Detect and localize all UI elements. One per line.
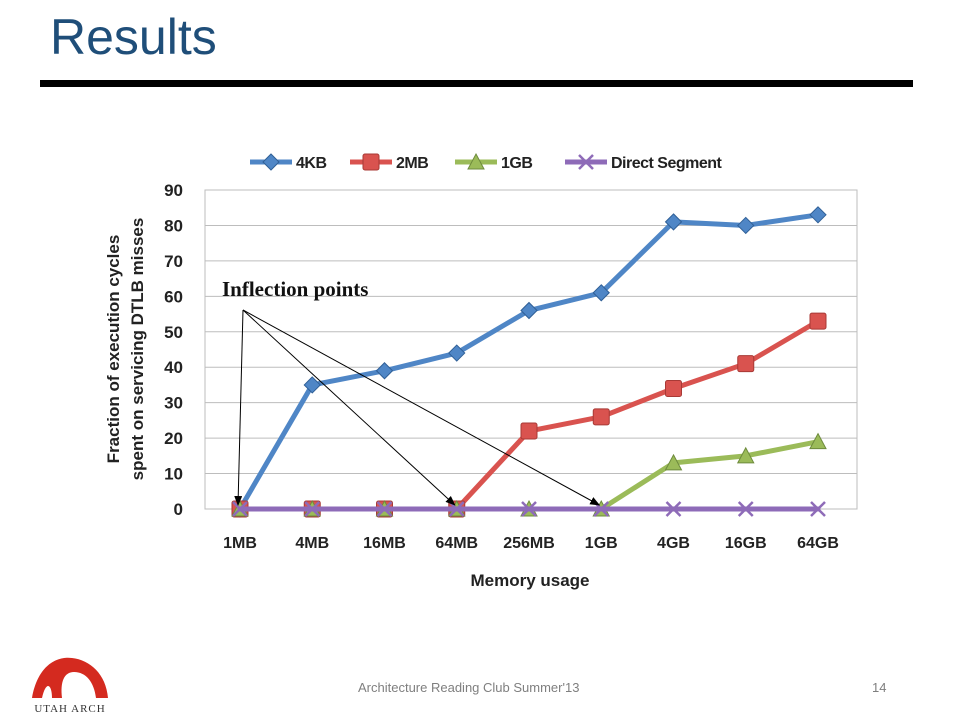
x-tick-label-16mb: 16MB xyxy=(363,535,406,552)
annotation-label: Inflection points xyxy=(222,277,368,301)
point-2mb-16gb xyxy=(737,355,755,373)
y-tick-label-80: 80 xyxy=(164,216,183,235)
footer-text: Architecture Reading Club Summer'13 xyxy=(358,680,580,695)
legend-item-direct-segment: Direct Segment xyxy=(565,154,723,172)
point-direct-segment-16gb xyxy=(737,501,754,517)
legend-item-1gb: 1GB xyxy=(455,152,533,172)
dtlb-miss-chart: 4KB 2MB 1GB Direct Segment 0 10 20 30 40 50 60 70 8… xyxy=(104,152,858,590)
x-tick-label-1gb: 1GB xyxy=(585,535,618,552)
x-tick-label-256mb: 256MB xyxy=(503,535,555,552)
logo-text: UTAH ARCH xyxy=(34,703,105,714)
point-2mb-256mb xyxy=(520,422,538,440)
point-4kb-64gb xyxy=(809,206,827,224)
point-2mb-4gb xyxy=(665,379,682,397)
y-tick-label-70: 70 xyxy=(164,252,183,271)
legend-label-4kb: 4KB xyxy=(296,155,327,172)
legend-label-direct-segment: Direct Segment xyxy=(611,155,723,172)
point-direct-segment-16mb xyxy=(376,501,393,517)
x-tick-label-1mb: 1MB xyxy=(223,535,257,552)
x-tick-label-4mb: 4MB xyxy=(295,535,329,552)
legend-label-1gb: 1GB xyxy=(501,155,532,172)
series-line-2mb xyxy=(237,318,821,512)
arch-icon xyxy=(32,657,108,698)
series-line-1gb xyxy=(237,439,821,512)
chart-series xyxy=(231,206,827,518)
legend-item-4kb: 4KB xyxy=(250,153,327,172)
point-1gb-16gb xyxy=(736,446,755,464)
x-tick-label-4gb: 4GB xyxy=(657,535,690,552)
annotation-arrow-64mb xyxy=(242,309,456,506)
point-2mb-1gb xyxy=(592,408,610,426)
utah-arch-logo: UTAH ARCH xyxy=(32,657,108,714)
series-4kb xyxy=(231,206,827,518)
annotation-arrow-1mb xyxy=(234,309,244,506)
legend-marker-2mb xyxy=(362,153,380,171)
point-4kb-16mb xyxy=(375,362,394,380)
inflection-annotation: Inflection points xyxy=(222,277,601,506)
series-1gb xyxy=(231,432,827,517)
series-line-4kb xyxy=(237,212,821,512)
annotation-arrow-1gb xyxy=(242,309,601,506)
point-direct-segment-4gb xyxy=(665,501,682,517)
y-tick-label-30: 30 xyxy=(164,394,183,413)
point-4kb-1gb xyxy=(592,284,610,302)
y-axis-label-line-2: spent on servicing DTLB misses xyxy=(128,218,147,481)
slide-title: Results xyxy=(50,9,217,65)
chart-legend: 4KB 2MB 1GB Direct Segment xyxy=(250,152,723,172)
point-direct-segment-256mb xyxy=(521,501,537,517)
y-tick-label-40: 40 xyxy=(164,358,183,377)
x-tick-label-16gb: 16GB xyxy=(725,535,767,552)
legend-label-2mb: 2MB xyxy=(396,155,428,172)
point-4kb-4gb xyxy=(664,213,683,231)
y-tick-label-20: 20 xyxy=(164,429,183,448)
series-2mb xyxy=(231,312,827,518)
y-axis-label-line-1: Fraction of execution cycles xyxy=(104,235,123,464)
x-axis-label: Memory usage xyxy=(470,571,589,590)
x-tick-label-64mb: 64MB xyxy=(435,535,478,552)
y-tick-label-60: 60 xyxy=(164,287,183,306)
x-axis-ticks: 1MB 4MB 16MB 64MB 256MB 1GB 4GB 16GB 64GB xyxy=(223,535,839,552)
title-divider xyxy=(40,80,913,87)
legend-item-2mb: 2MB xyxy=(350,153,429,172)
legend-marker-4kb xyxy=(262,153,280,171)
y-axis-ticks: 0 10 20 30 40 50 60 70 80 90 xyxy=(164,181,183,519)
point-4kb-256mb xyxy=(520,301,538,320)
point-4kb-4mb xyxy=(303,376,321,394)
point-4kb-64mb xyxy=(448,344,466,362)
point-4kb-16gb xyxy=(737,216,755,235)
point-2mb-64gb xyxy=(809,312,827,330)
chart-grid xyxy=(204,189,858,510)
legend-marker-direct-segment xyxy=(578,154,594,170)
y-tick-label-0: 0 xyxy=(174,500,183,519)
y-tick-label-90: 90 xyxy=(164,181,183,200)
point-1gb-4gb xyxy=(664,453,683,471)
legend-marker-1gb xyxy=(467,152,485,170)
point-direct-segment-4mb xyxy=(304,501,321,517)
point-1gb-64gb xyxy=(809,432,827,450)
point-direct-segment-64gb xyxy=(810,501,826,517)
y-tick-label-10: 10 xyxy=(164,465,183,484)
x-tick-label-64gb: 64GB xyxy=(797,535,839,552)
y-tick-label-50: 50 xyxy=(164,323,183,342)
page-number: 14 xyxy=(872,680,887,695)
plot-frame xyxy=(204,189,858,510)
